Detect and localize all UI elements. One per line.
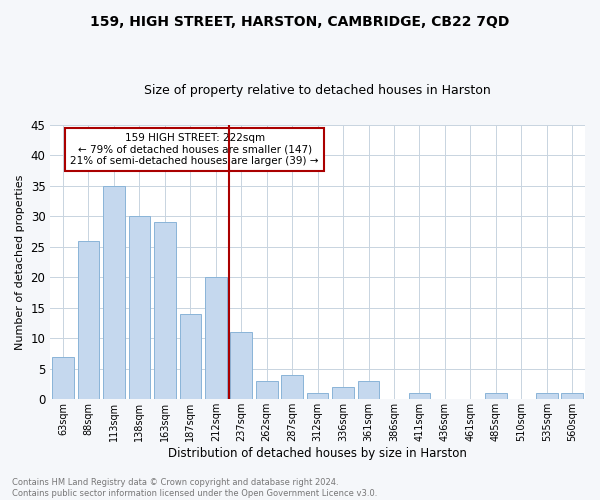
Bar (154, 222, 176, 400)
Bar (409, 393, 430, 400)
X-axis label: Distribution of detached houses by size in Harston: Distribution of detached houses by size … (168, 447, 467, 460)
Bar (179, 314, 201, 400)
Text: Contains HM Land Registry data © Crown copyright and database right 2024.
Contai: Contains HM Land Registry data © Crown c… (12, 478, 377, 498)
Text: 159 HIGH STREET: 222sqm
← 79% of detached houses are smaller (147)
21% of semi-d: 159 HIGH STREET: 222sqm ← 79% of detache… (70, 133, 319, 166)
Bar (205, 277, 227, 400)
Bar (128, 216, 150, 400)
Bar (230, 332, 252, 400)
Bar (485, 393, 507, 400)
Title: Size of property relative to detached houses in Harston: Size of property relative to detached ho… (144, 84, 491, 97)
Bar (281, 375, 303, 400)
Bar (77, 240, 100, 400)
Bar (256, 381, 278, 400)
Text: 159, HIGH STREET, HARSTON, CAMBRIDGE, CB22 7QD: 159, HIGH STREET, HARSTON, CAMBRIDGE, CB… (91, 15, 509, 29)
Bar (332, 387, 354, 400)
Bar (358, 381, 379, 400)
Bar (103, 186, 125, 400)
Y-axis label: Number of detached properties: Number of detached properties (15, 174, 25, 350)
Bar (52, 356, 74, 400)
Bar (307, 393, 328, 400)
Bar (562, 393, 583, 400)
Bar (536, 393, 557, 400)
